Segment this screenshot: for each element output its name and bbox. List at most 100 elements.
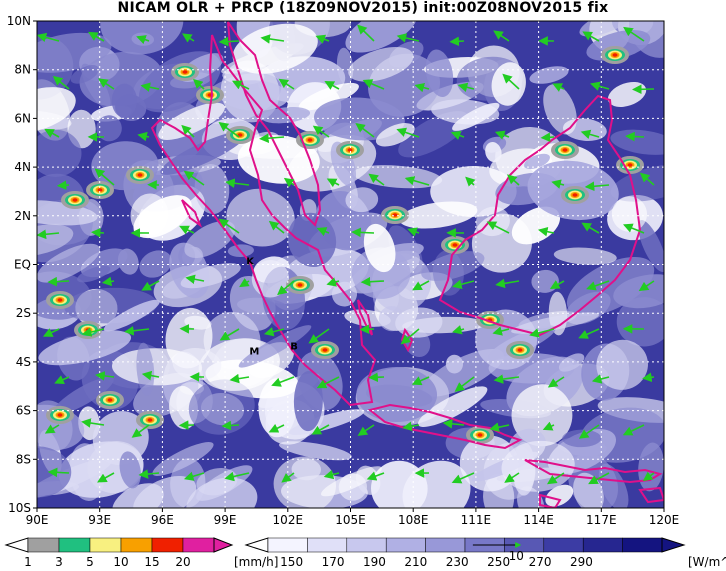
wind-arrow xyxy=(623,26,645,42)
wind-arrow xyxy=(542,421,555,431)
wind-arrow xyxy=(95,371,115,381)
colorbar-label: 250 xyxy=(487,555,510,569)
cloud-patch xyxy=(345,187,379,213)
cloud-patch xyxy=(293,371,323,432)
wind-arrow xyxy=(537,226,555,237)
cloud-patch xyxy=(422,349,504,397)
wind-arrow xyxy=(357,424,375,436)
wind-arrow xyxy=(56,180,70,190)
wind-arrow xyxy=(47,276,70,287)
cloud-patch xyxy=(596,339,648,390)
cloud-patch xyxy=(237,135,320,184)
wind-arrow xyxy=(90,227,105,238)
lat-tick-label: 4S xyxy=(16,355,31,369)
colorbar-left-triangle xyxy=(4,537,29,553)
colorbar-swatch xyxy=(58,537,91,553)
colorbar-swatch xyxy=(385,537,426,553)
wind-arrow xyxy=(326,178,340,188)
island-coast xyxy=(539,493,562,508)
wind-arrow xyxy=(578,328,600,339)
cloud-patch xyxy=(320,466,382,497)
precip-cell xyxy=(307,138,313,142)
wind-arrow xyxy=(366,471,385,481)
wind-arrow xyxy=(368,173,385,186)
precip-cell xyxy=(612,53,618,57)
wind-arrow xyxy=(638,280,655,292)
cloud-patch xyxy=(543,84,577,135)
wind-arrow xyxy=(52,75,70,90)
wind-arrow xyxy=(449,36,465,47)
coastlines xyxy=(150,21,664,508)
latitude-ticks: 10N 8N 6N 4N 2N EQ 2S 4S 6S 8S 10S xyxy=(7,14,37,515)
wind-arrow xyxy=(278,78,295,90)
cloud-patch xyxy=(133,475,197,508)
reference-vector-label: 10 xyxy=(509,549,524,563)
cloud-patch xyxy=(524,153,550,170)
place-label: M xyxy=(249,347,259,358)
wind-arrow xyxy=(183,170,205,186)
wind-arrow xyxy=(271,376,295,387)
cloud-patch xyxy=(226,188,295,247)
wind-arrow xyxy=(183,471,205,481)
lon-tick-label: 108E xyxy=(398,513,429,527)
wind-arrow xyxy=(44,424,60,434)
wind-arrow xyxy=(47,467,70,478)
place-markers: K M B xyxy=(246,257,298,358)
lon-tick-label: 120E xyxy=(649,513,680,527)
lat-tick-label: 10N xyxy=(7,14,31,28)
cloud-patch xyxy=(238,325,312,368)
lat-tick-label: 2N xyxy=(14,209,31,223)
precip-cell xyxy=(137,173,143,177)
wind-arrow xyxy=(494,130,510,140)
colorbar-swatch xyxy=(151,537,184,553)
wind-arrow xyxy=(312,125,330,138)
wind-arrow xyxy=(97,472,115,483)
wind-arrow xyxy=(355,122,375,138)
precip-cell xyxy=(85,328,91,332)
colorbar-swatch xyxy=(307,537,348,553)
wind-arrow xyxy=(137,131,150,142)
precip-cell xyxy=(57,413,63,417)
wind-arrow xyxy=(308,328,330,344)
colorbar-swatch xyxy=(182,537,215,553)
wind-arrow xyxy=(465,176,476,187)
colorbar-right-triangle xyxy=(213,537,234,553)
colorbar-label: 150 xyxy=(280,555,303,569)
wind-arrow xyxy=(185,274,205,284)
cloud-patch xyxy=(529,66,569,84)
wind-arrow xyxy=(94,168,115,186)
wind-arrow xyxy=(316,227,330,237)
wind-arrow xyxy=(316,376,340,389)
colorbar-swatch xyxy=(267,537,308,553)
figure-title: NICAM OLR + PRCP (18Z09NOV2015) init:00Z… xyxy=(117,0,609,16)
wind-arrow xyxy=(179,225,195,235)
wind-arrow xyxy=(551,179,565,189)
cloud-patch xyxy=(180,263,241,289)
wind-arrow xyxy=(549,280,565,290)
precip-unit-label: [mm/h] xyxy=(234,555,278,569)
cloud-patch xyxy=(348,47,414,82)
precip-colorbar: 1 3 5 10 15 20 [mm/h] xyxy=(4,537,278,569)
wind-arrow xyxy=(81,327,105,337)
lon-tick-label: 93E xyxy=(88,513,111,527)
wind-arrow xyxy=(452,325,465,335)
wind-arrow xyxy=(136,35,150,45)
wind-arrow xyxy=(218,36,240,47)
precip-cell xyxy=(452,243,458,247)
borneo-coast xyxy=(438,94,642,337)
wind-arrow xyxy=(359,324,375,335)
lon-tick-label: 90E xyxy=(26,513,49,527)
wind-arrow xyxy=(315,34,330,44)
lon-tick-label: 105E xyxy=(335,513,366,527)
precip-cell xyxy=(147,418,153,422)
lon-tick-label: 102E xyxy=(273,513,304,527)
wind-arrow xyxy=(495,278,520,289)
cloud-patch xyxy=(421,251,485,281)
cloud-patch xyxy=(313,97,405,141)
cloud-patch xyxy=(77,265,111,283)
precip-cell xyxy=(477,433,483,437)
colorbar-swatch xyxy=(582,537,623,553)
cloud-patch xyxy=(232,23,318,74)
cloud-patch xyxy=(483,473,515,508)
cloud-patch xyxy=(172,348,222,381)
